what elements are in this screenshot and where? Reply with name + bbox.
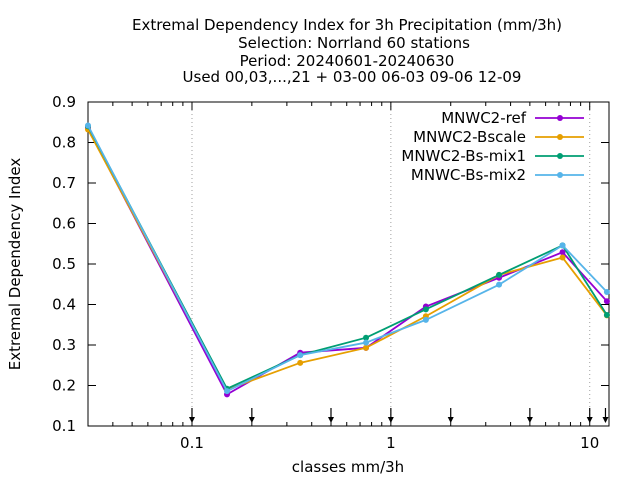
legend-entry: MNWC2-ref (441, 109, 584, 127)
legend-entry: MNWC2-Bs-mix1 (401, 147, 584, 165)
y-tick-label: 0.4 (52, 296, 76, 314)
chart-title: Extremal Dependency Index for 3h Precipi… (132, 16, 562, 86)
legend-entry: MNWC2-Bscale (413, 128, 584, 146)
threshold-arrow (188, 408, 195, 423)
data-point (297, 359, 304, 366)
legend-marker (557, 134, 563, 140)
data-point (224, 388, 231, 395)
series-line (87, 125, 608, 393)
data-point (603, 312, 610, 319)
y-tick-label: 0.6 (52, 215, 76, 233)
y-tick-label: 0.8 (52, 134, 76, 152)
y-axis-label: Extremal Dependency Index (6, 158, 24, 371)
threshold-arrows (188, 408, 609, 423)
threshold-arrow (586, 408, 593, 423)
title-line-3: Period: 20240601-20240630 (240, 52, 455, 70)
legend-entry: MNWC-Bs-mix2 (411, 166, 584, 184)
series-group (85, 122, 610, 398)
y-tick-label: 0.9 (52, 93, 76, 111)
y-tick-label: 0.2 (52, 377, 76, 395)
y-tick-label: 0.7 (52, 174, 76, 192)
threshold-arrow (327, 408, 334, 423)
y-axis: 0.1 0.2 0.3 0.4 0.5 0.6 0.7 0.8 0.9 (52, 93, 609, 435)
x-tick-label: 1 (386, 434, 396, 452)
y-tick-label: 0.5 (52, 255, 76, 273)
data-point (85, 122, 91, 129)
y-tick-label: 0.1 (52, 417, 76, 435)
legend-label: MNWC-Bs-mix2 (411, 166, 526, 184)
y-tick-label: 0.3 (52, 336, 76, 354)
legend-marker (557, 115, 563, 121)
threshold-arrow (387, 408, 394, 423)
legend-label: MNWC2-ref (441, 109, 526, 127)
x-tick-label: 10 (580, 434, 599, 452)
legend-marker (557, 153, 563, 159)
data-point (603, 298, 610, 305)
x-tick-label: 0.1 (180, 434, 204, 452)
series-line (87, 129, 608, 391)
title-line-1: Extremal Dependency Index for 3h Precipi… (132, 16, 562, 34)
legend-label: MNWC2-Bs-mix1 (401, 147, 526, 165)
data-point (422, 316, 429, 323)
data-point (559, 242, 566, 249)
series-mnwc2-ref (85, 125, 610, 398)
data-point (603, 288, 610, 295)
data-point (297, 352, 304, 359)
threshold-arrow (248, 408, 255, 423)
threshold-arrow (447, 408, 454, 423)
data-point (559, 254, 566, 261)
x-axis: 0.1 1 10 (112, 102, 599, 452)
title-line-4: Used 00,03,...,21 + 03-00 06-03 09-06 12… (183, 68, 522, 86)
legend-marker (557, 172, 563, 178)
legend: MNWC2-refMNWC2-BscaleMNWC2-Bs-mix1MNWC-B… (401, 109, 584, 184)
threshold-arrow (602, 408, 609, 423)
title-line-2: Selection: Norrland 60 stations (238, 34, 470, 52)
data-point (496, 281, 503, 288)
data-point (363, 344, 370, 351)
series-mnwc-bs-mix2 (85, 122, 610, 395)
data-point (422, 306, 429, 313)
data-point (496, 271, 503, 278)
x-axis-label: classes mm/3h (292, 458, 404, 476)
series-line (87, 125, 608, 390)
data-point (363, 334, 370, 341)
series-line (87, 127, 608, 396)
threshold-arrow (526, 408, 533, 423)
data-point (559, 249, 566, 256)
data-point (363, 339, 370, 346)
legend-label: MNWC2-Bscale (413, 128, 526, 146)
